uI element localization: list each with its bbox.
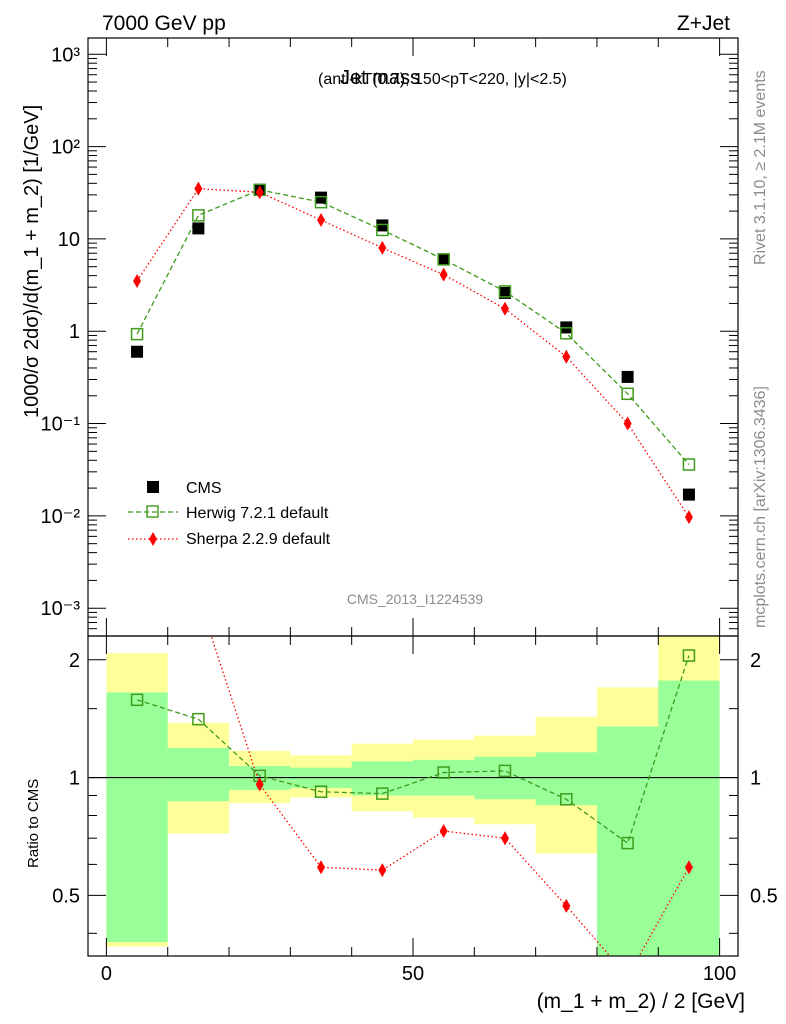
herwig-ratio-point bbox=[376, 787, 389, 800]
herwig-point bbox=[314, 195, 328, 209]
analysis-watermark: CMS_2013_I1224539 bbox=[347, 591, 483, 607]
y-tick-label-main: 10² bbox=[51, 137, 80, 159]
y-tick-label-main: 10⁻¹ bbox=[41, 414, 81, 436]
herwig-point bbox=[192, 209, 205, 222]
cms-data-point bbox=[621, 370, 634, 383]
sherpa-point bbox=[378, 240, 387, 255]
legend-marker-herwig bbox=[146, 505, 159, 518]
herwig-ratio-point bbox=[192, 712, 205, 726]
x-tick-label: 50 bbox=[402, 963, 424, 985]
main-axes: 10⁻³ 10⁻² 10⁻¹ 1 10 10² 10³ bbox=[41, 38, 738, 637]
sherpa-point bbox=[684, 510, 693, 525]
sherpa-ratio-point bbox=[562, 898, 571, 913]
x-tick-label: 0 bbox=[101, 963, 112, 985]
cms-data-point bbox=[131, 345, 144, 358]
ratio-y-tick-label: 0.5 bbox=[52, 885, 80, 907]
herwig-point bbox=[560, 327, 573, 340]
plot-subtitle: (anti-kT(0.7), 150<pT<220, |y|<2.5) bbox=[318, 71, 567, 88]
herwig-point bbox=[130, 327, 144, 341]
cms-data-point bbox=[315, 191, 328, 204]
ratio-y-tick-label-right: 1 bbox=[750, 768, 761, 790]
y-tick-label-main: 10⁻³ bbox=[41, 598, 81, 620]
sherpa-ratio-point bbox=[378, 863, 387, 878]
herwig-ratio-point bbox=[560, 793, 573, 806]
legend-marker-cms bbox=[147, 481, 159, 493]
sherpa-point bbox=[500, 301, 509, 316]
ratio-y-tick-label-right: 0.5 bbox=[750, 885, 778, 907]
sherpa-ratio-point bbox=[500, 831, 509, 846]
sherpa-point bbox=[439, 267, 448, 282]
plot-title: Jet mass bbox=[340, 67, 420, 89]
sherpa-line bbox=[136, 188, 690, 518]
herwig-line bbox=[136, 189, 690, 465]
sherpa-point bbox=[133, 274, 142, 289]
sherpa-ratio-point bbox=[439, 824, 448, 839]
cms-data-point bbox=[192, 222, 205, 235]
x-axis-label: (m_1 + m_2) / 2 [GeV] bbox=[537, 990, 745, 1013]
x-tick-label: 100 bbox=[703, 963, 736, 985]
ratio-series-layer bbox=[88, 636, 738, 956]
mcplots-label: mcplots.cern.ch [arXiv:1306.3436] bbox=[752, 386, 769, 628]
uncertainty-band-inner bbox=[351, 761, 413, 796]
sherpa-point bbox=[317, 213, 326, 228]
main-panel: 10⁻³ 10⁻² 10⁻¹ 1 10 10² 10³ Jet mass (anti-kT(… bbox=[21, 37, 739, 637]
sherpa-point bbox=[562, 349, 571, 364]
sherpa-ratio-point bbox=[255, 777, 264, 792]
cms-data-point bbox=[376, 219, 389, 232]
y-tick-label-main: 10 bbox=[58, 229, 80, 251]
cms-data-point bbox=[682, 488, 695, 501]
y-tick-label-main: 10³ bbox=[51, 44, 80, 66]
sherpa-ratio-point bbox=[317, 860, 326, 875]
herwig-ratio-point bbox=[437, 766, 450, 779]
ratio-y-tick-label: 2 bbox=[69, 650, 80, 672]
herwig-point bbox=[376, 223, 389, 237]
legend-label-sherpa: Sherpa 2.2.9 default bbox=[186, 531, 331, 548]
ratio-panel: 0.5 0.5 1 1 2 2 0 50 100 Ratio to CMS bbox=[25, 635, 778, 985]
main-series-layer bbox=[130, 181, 696, 525]
uncertainty-band-inner bbox=[596, 726, 659, 956]
uncertainty-band-inner bbox=[106, 692, 168, 943]
herwig-point bbox=[682, 458, 696, 471]
sherpa-point bbox=[194, 181, 203, 196]
herwig-ratio-point bbox=[682, 649, 696, 662]
y-tick-label-main: 1 bbox=[69, 321, 80, 343]
herwig-ratio-point bbox=[314, 785, 328, 798]
legend-label-cms: CMS bbox=[186, 480, 222, 497]
y-tick-label-main: 10⁻² bbox=[41, 506, 81, 528]
herwig-ratio-line bbox=[136, 655, 690, 845]
sherpa-point bbox=[255, 185, 264, 200]
herwig-point bbox=[498, 285, 512, 298]
ratio-y-tick-label-right: 2 bbox=[750, 650, 761, 672]
uncertainty-band-inner bbox=[167, 748, 230, 802]
uncertainty-band-inner bbox=[658, 680, 720, 956]
header-energy-label: 7000 GeV pp bbox=[102, 12, 226, 35]
legend-label-herwig: Herwig 7.2.1 default bbox=[186, 505, 329, 522]
ratio-axes: 0.5 0.5 1 1 2 2 0 50 100 bbox=[52, 636, 778, 985]
herwig-ratio-point bbox=[498, 764, 512, 778]
uncertainty-band-inner bbox=[535, 752, 597, 806]
sherpa-ratio-point bbox=[684, 860, 693, 875]
legend-marker-sherpa bbox=[149, 532, 157, 546]
herwig-ratio-point bbox=[621, 836, 634, 850]
y-axis-label-main: 1000/σ 2dσ)/d(m_1 + m_2) [1/GeV] bbox=[21, 105, 43, 418]
ratio-clipped-group bbox=[130, 636, 696, 956]
rivet-version-label: Rivet 3.1.10, ≥ 2.1M events bbox=[752, 70, 769, 265]
y-axis-label-ratio: Ratio to CMS bbox=[25, 779, 42, 868]
header-process-label: Z+Jet bbox=[677, 12, 730, 35]
cms-data-point bbox=[498, 286, 511, 299]
herwig-point bbox=[621, 387, 634, 401]
ratio-y-tick-label: 1 bbox=[69, 768, 80, 790]
cms-data-point bbox=[437, 253, 450, 266]
herwig-point bbox=[437, 253, 450, 266]
legend: CMS Herwig 7.2.1 default Sherpa 2.2.9 de… bbox=[128, 480, 331, 548]
herwig-ratio-point bbox=[130, 693, 144, 707]
sherpa-point bbox=[623, 416, 632, 431]
